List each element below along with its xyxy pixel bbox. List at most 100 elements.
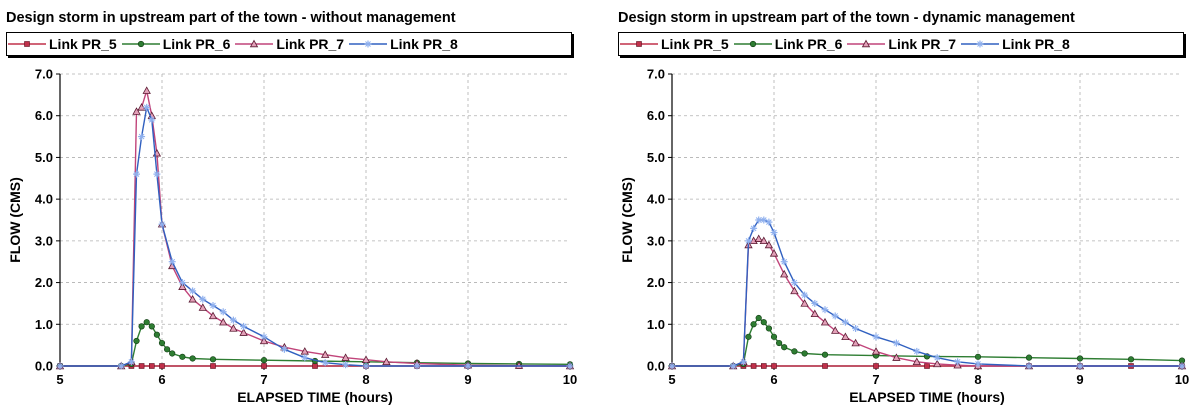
data-point-link-pr-6: [1076, 355, 1084, 362]
data-point-link-pr-5: [261, 363, 267, 369]
data-point-link-pr-6: [143, 319, 150, 326]
legend-swatch-marker: [749, 40, 756, 48]
legend-swatch-link-pr-6: [733, 40, 772, 48]
data-point-link-pr-6: [765, 325, 772, 332]
data-point-link-pr-8: [1076, 362, 1084, 370]
data-point-link-pr-7: [892, 353, 901, 361]
data-point-link-pr-7: [229, 324, 238, 332]
legend-swatch-marker: [862, 39, 871, 48]
y-tick-label: 4.0: [647, 192, 665, 207]
data-point-link-pr-8: [745, 237, 752, 245]
data-point-link-pr-8: [668, 362, 676, 370]
legend-item-link-pr-8: Link PR_8: [348, 33, 462, 55]
data-point-link-pr-6: [138, 323, 145, 330]
data-point-link-pr-8: [229, 316, 237, 324]
data-point-link-pr-8: [841, 318, 849, 326]
data-point-link-pr-8: [178, 279, 186, 287]
legend-label: Link PR_7: [888, 36, 957, 52]
data-point-link-pr-8: [801, 291, 809, 299]
x-tick-label: 8: [974, 372, 981, 387]
data-point-link-pr-5: [873, 363, 879, 369]
legend-item-link-pr-8: Link PR_8: [960, 33, 1074, 55]
data-point-link-pr-6: [770, 333, 778, 340]
data-point-link-pr-7: [759, 236, 768, 245]
x-tick-label: 5: [56, 372, 63, 387]
data-point-link-pr-7: [933, 359, 942, 368]
plot-area: [60, 74, 570, 366]
legend-swatch-link-pr-7: [847, 39, 886, 48]
plot-area: [672, 74, 1182, 366]
data-point-link-pr-7: [754, 234, 763, 242]
legend-swatch-marker: [636, 41, 642, 47]
data-point-link-pr-8: [56, 362, 64, 370]
data-point-link-pr-6: [209, 356, 217, 363]
series-link-pr-8: [668, 216, 1186, 370]
data-point-link-pr-7: [514, 361, 524, 369]
y-tick-label: 2.0: [647, 275, 665, 290]
x-tick-label: 10: [563, 372, 577, 387]
legend-item-link-pr-7: Link PR_7: [846, 33, 960, 55]
data-point-link-pr-7: [132, 107, 141, 115]
data-point-link-pr-8: [872, 333, 880, 341]
y-tick-label: 6.0: [647, 108, 665, 123]
legend-swatch-marker: [976, 40, 984, 48]
data-point-link-pr-6: [760, 319, 767, 326]
data-point-link-pr-8: [831, 312, 839, 320]
data-point-link-pr-5: [312, 363, 318, 369]
legend-swatch-marker: [364, 40, 372, 48]
data-point-link-pr-8: [219, 308, 227, 316]
data-point-link-pr-8: [158, 220, 166, 228]
legend-label: Link PR_8: [390, 36, 458, 52]
data-point-link-pr-8: [362, 362, 370, 370]
data-point-link-pr-8: [464, 362, 472, 370]
data-point-link-pr-8: [143, 103, 151, 111]
data-point-link-pr-6: [189, 355, 196, 362]
series-lines: [55, 86, 575, 370]
data-point-link-pr-6: [821, 351, 829, 358]
y-tick-label: 2.0: [35, 275, 53, 290]
data-point-link-pr-7: [239, 328, 248, 336]
series-link-pr-7: [667, 234, 1187, 370]
y-tick-label: 3.0: [35, 233, 53, 248]
data-point-link-pr-8: [153, 170, 161, 178]
data-point-link-pr-7: [769, 249, 779, 257]
data-point-link-pr-8: [765, 218, 773, 226]
data-point-link-pr-7: [259, 336, 269, 345]
data-point-link-pr-7: [142, 86, 151, 94]
x-tick-label: 7: [872, 372, 879, 387]
y-tick-label: 5.0: [35, 150, 53, 165]
y-tick-label: 7.0: [35, 67, 53, 82]
data-point-link-pr-6: [153, 331, 160, 338]
data-point-link-pr-8: [413, 362, 421, 370]
data-point-link-pr-7: [800, 299, 809, 307]
x-tick-label: 9: [464, 372, 471, 387]
data-point-link-pr-8: [811, 299, 819, 307]
legend-swatch-link-pr-7: [235, 39, 274, 48]
data-point-link-pr-7: [219, 317, 228, 326]
data-point-link-pr-6: [755, 314, 762, 322]
legend-swatch-link-pr-5: [8, 41, 46, 47]
data-point-link-pr-7: [341, 353, 350, 361]
data-point-link-pr-7: [780, 269, 789, 278]
series-line-link-pr-7: [60, 90, 571, 367]
data-point-link-pr-5: [750, 363, 757, 369]
data-point-link-pr-8: [148, 116, 156, 124]
legend-label: Link PR_8: [1002, 36, 1070, 52]
line-chart-plot: 5 6 7 8 9 10 0.0 1.0 2.0 3.0 4.0 5.0 6.0 7.0 ELAPSED …: [619, 67, 1189, 406]
legend-item-link-pr-5: Link PR_5: [619, 33, 733, 55]
data-point-link-pr-8: [168, 258, 176, 266]
y-tick-label: 3.0: [647, 233, 665, 248]
data-point-link-pr-5: [138, 363, 145, 369]
data-point-link-pr-5: [924, 363, 930, 369]
data-point-link-pr-6: [169, 350, 176, 357]
legend-swatch-marker: [24, 41, 30, 47]
y-axis-label: FLOW (CMS): [7, 177, 23, 263]
data-point-link-pr-6: [791, 348, 798, 355]
data-point-link-pr-6: [750, 321, 757, 328]
data-point-link-pr-6: [974, 353, 982, 360]
data-point-link-pr-7: [790, 286, 799, 295]
legend-label: Link PR_6: [774, 36, 843, 52]
legend-label: Link PR_7: [276, 36, 345, 52]
data-point-link-pr-8: [790, 279, 798, 287]
data-point-link-pr-6: [158, 339, 166, 347]
